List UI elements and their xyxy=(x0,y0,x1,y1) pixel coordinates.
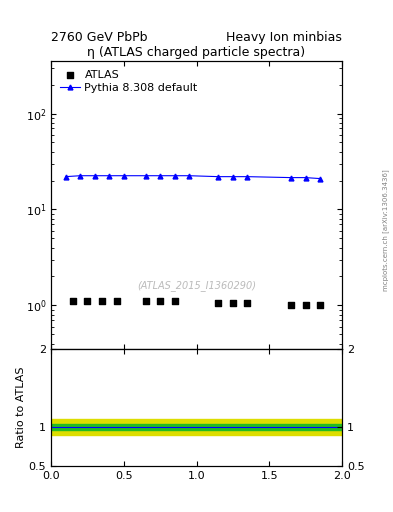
Pythia 8.308 default xyxy=(216,174,221,180)
Pythia 8.308 default xyxy=(245,174,250,180)
Pythia 8.308 default xyxy=(173,173,177,179)
ATLAS xyxy=(215,299,222,307)
Pythia 8.308 default xyxy=(289,175,294,181)
Pythia 8.308 default xyxy=(92,173,97,179)
Text: Heavy Ion minbias: Heavy Ion minbias xyxy=(226,31,342,44)
ATLAS xyxy=(70,297,76,306)
ATLAS xyxy=(230,299,236,307)
ATLAS xyxy=(143,297,149,306)
Pythia 8.308 default xyxy=(303,175,308,181)
ATLAS xyxy=(303,301,309,309)
Pythia 8.308 default xyxy=(158,173,163,179)
Pythia 8.308 default xyxy=(63,174,68,180)
ATLAS xyxy=(317,301,323,309)
Legend: ATLAS, Pythia 8.308 default: ATLAS, Pythia 8.308 default xyxy=(57,67,201,96)
ATLAS xyxy=(244,299,251,307)
ATLAS xyxy=(99,297,105,306)
Pythia 8.308 default xyxy=(78,173,83,179)
Text: (ATLAS_2015_I1360290): (ATLAS_2015_I1360290) xyxy=(137,281,256,291)
ATLAS xyxy=(172,297,178,306)
Pythia 8.308 default xyxy=(318,176,323,182)
Line: Pythia 8.308 default: Pythia 8.308 default xyxy=(63,173,323,181)
Pythia 8.308 default xyxy=(107,173,112,179)
ATLAS xyxy=(114,297,120,306)
Y-axis label: Ratio to ATLAS: Ratio to ATLAS xyxy=(16,367,26,448)
ATLAS xyxy=(288,301,294,309)
Pythia 8.308 default xyxy=(231,174,235,180)
Text: mcplots.cern.ch [arXiv:1306.3436]: mcplots.cern.ch [arXiv:1306.3436] xyxy=(382,169,389,291)
Title: η (ATLAS charged particle spectra): η (ATLAS charged particle spectra) xyxy=(87,46,306,59)
Pythia 8.308 default xyxy=(121,173,126,179)
Text: 2760 GeV PbPb: 2760 GeV PbPb xyxy=(51,31,148,44)
ATLAS xyxy=(157,297,163,306)
Bar xyxy=(51,424,342,430)
Pythia 8.308 default xyxy=(143,173,148,179)
ATLAS xyxy=(84,297,91,306)
Bar xyxy=(51,419,342,435)
Pythia 8.308 default xyxy=(187,173,192,179)
